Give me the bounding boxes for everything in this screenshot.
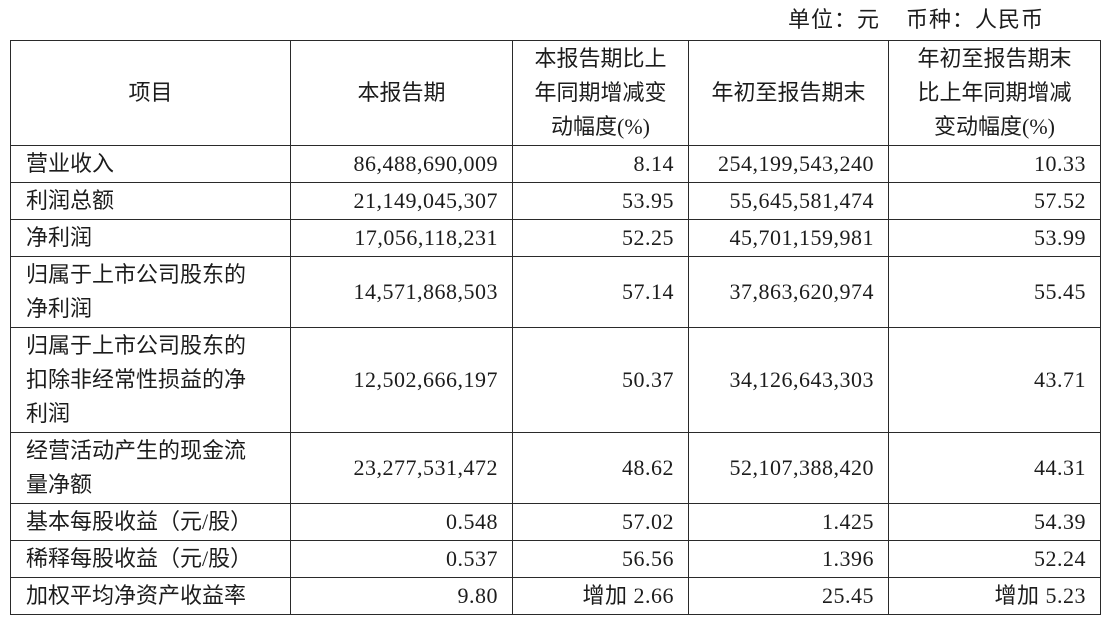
item-cell: 归属于上市公司股东的 净利润 (10, 256, 291, 328)
unit-currency-note: 单位：元 币种：人民币 (788, 6, 1044, 34)
col-header-ytd: 年初至报告期末 (688, 40, 889, 146)
table-row-net-profit-attributable: 归属于上市公司股东的 净利润 14,571,868,503 57.14 37,8… (10, 256, 1101, 328)
col-header-current-period: 本报告期 (290, 40, 513, 146)
ytd-change-cell: 54.39 (888, 503, 1101, 541)
ytd-cell: 37,863,620,974 (688, 256, 889, 328)
current-change-cell: 53.95 (512, 182, 689, 220)
ytd-change-cell: 55.45 (888, 256, 1101, 328)
ytd-cell: 254,199,543,240 (688, 145, 889, 183)
table-row-total-profit: 利润总额 21,149,045,307 53.95 55,645,581,474… (10, 182, 1101, 220)
current-period-cell: 86,488,690,009 (290, 145, 513, 183)
current-change-cell: 48.62 (512, 432, 689, 504)
table-row-diluted-eps: 稀释每股收益（元/股） 0.537 56.56 1.396 52.24 (10, 540, 1101, 578)
current-period-cell: 0.548 (290, 503, 513, 541)
header-row: 项目 本报告期 本报告期比上 年同期增减变 动幅度(%) 年初至报告期末 年初至… (10, 40, 1101, 146)
unit-label: 单位：元 (787, 7, 880, 32)
table-row-operating-revenue: 营业收入 86,488,690,009 8.14 254,199,543,240… (10, 145, 1101, 183)
ytd-cell: 55,645,581,474 (688, 182, 889, 220)
col-header-ytd-change: 年初至报告期末 比上年同期增减 变动幅度(%) (888, 40, 1101, 146)
ytd-change-cell: 44.31 (888, 432, 1101, 504)
current-period-cell: 21,149,045,307 (290, 182, 513, 220)
key-financials-table: 项目 本报告期 本报告期比上 年同期增减变 动幅度(%) 年初至报告期末 年初至… (10, 40, 1101, 615)
table-row-net-profit: 净利润 17,056,118,231 52.25 45,701,159,981 … (10, 219, 1101, 257)
ytd-cell: 1.425 (688, 503, 889, 541)
current-change-cell: 52.25 (512, 219, 689, 257)
current-period-cell: 17,056,118,231 (290, 219, 513, 257)
current-period-cell: 0.537 (290, 540, 513, 578)
table-row-weighted-avg-roe: 加权平均净资产收益率 9.80 增加 2.66 25.45 增加 5.23 (10, 577, 1101, 615)
current-change-cell: 57.02 (512, 503, 689, 541)
table-row-basic-eps: 基本每股收益（元/股） 0.548 57.02 1.425 54.39 (10, 503, 1101, 541)
ytd-change-cell: 增加 5.23 (888, 577, 1101, 615)
table-row-net-profit-excl-nonrecurring: 归属于上市公司股东的 扣除非经常性损益的净 利润 12,502,666,197 … (10, 327, 1101, 433)
ytd-change-cell: 43.71 (888, 327, 1101, 433)
ytd-cell: 1.396 (688, 540, 889, 578)
current-change-cell: 50.37 (512, 327, 689, 433)
current-change-cell: 57.14 (512, 256, 689, 328)
ytd-cell: 34,126,643,303 (688, 327, 889, 433)
current-period-cell: 14,571,868,503 (290, 256, 513, 328)
current-period-cell: 23,277,531,472 (290, 432, 513, 504)
currency-label: 币种：人民币 (905, 7, 1044, 32)
item-cell: 稀释每股收益（元/股） (10, 540, 291, 578)
current-period-cell: 9.80 (290, 577, 513, 615)
ytd-change-cell: 57.52 (888, 182, 1101, 220)
ytd-change-cell: 53.99 (888, 219, 1101, 257)
ytd-cell: 45,701,159,981 (688, 219, 889, 257)
table-row-operating-cash-flow: 经营活动产生的现金流 量净额 23,277,531,472 48.62 52,1… (10, 432, 1101, 504)
item-cell: 基本每股收益（元/股） (10, 503, 291, 541)
current-change-cell: 增加 2.66 (512, 577, 689, 615)
ytd-change-cell: 10.33 (888, 145, 1101, 183)
item-cell: 归属于上市公司股东的 扣除非经常性损益的净 利润 (10, 327, 291, 433)
item-cell: 利润总额 (10, 182, 291, 220)
item-cell: 净利润 (10, 219, 291, 257)
item-cell: 加权平均净资产收益率 (10, 577, 291, 615)
ytd-cell: 25.45 (688, 577, 889, 615)
col-header-current-change: 本报告期比上 年同期增减变 动幅度(%) (512, 40, 689, 146)
current-change-cell: 56.56 (512, 540, 689, 578)
item-cell: 营业收入 (10, 145, 291, 183)
current-change-cell: 8.14 (512, 145, 689, 183)
col-header-item: 项目 (10, 40, 291, 146)
item-cell: 经营活动产生的现金流 量净额 (10, 432, 291, 504)
ytd-change-cell: 52.24 (888, 540, 1101, 578)
ytd-cell: 52,107,388,420 (688, 432, 889, 504)
current-period-cell: 12,502,666,197 (290, 327, 513, 433)
